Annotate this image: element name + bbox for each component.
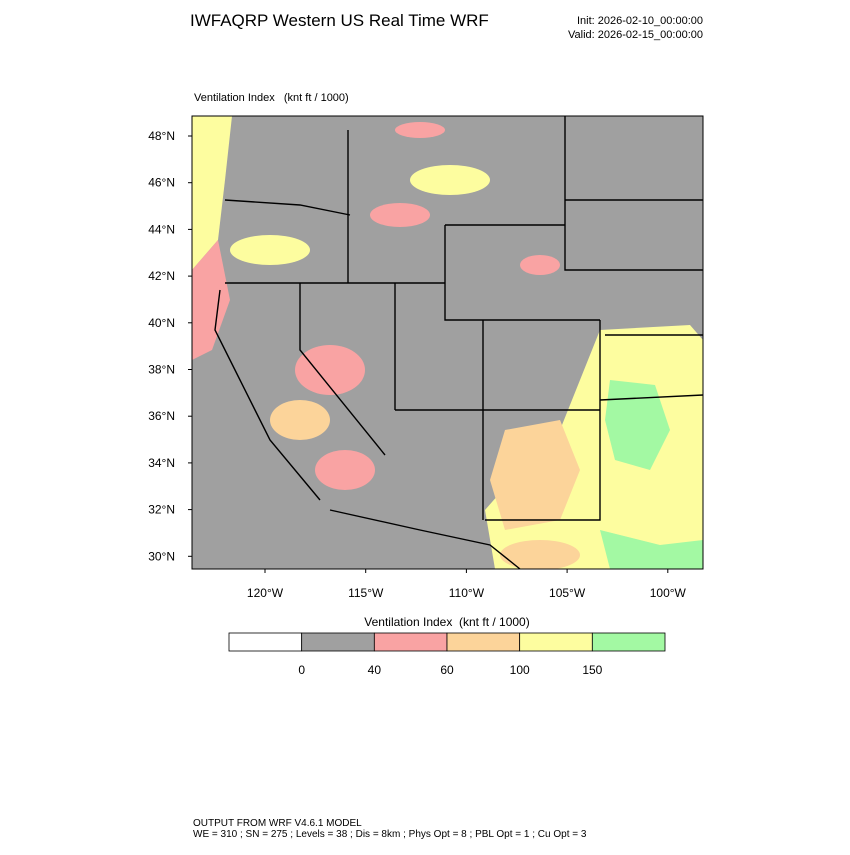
lat-label: 44°N bbox=[148, 222, 175, 236]
lon-label: 120°W bbox=[247, 586, 284, 600]
lat-label: 42°N bbox=[148, 269, 175, 283]
colorbar-tick-label: 40 bbox=[368, 663, 382, 677]
lon-labels: 120°W 115°W 110°W 105°W 100°W bbox=[247, 569, 687, 600]
lat-label: 32°N bbox=[148, 503, 175, 517]
colorbar-tick-label: 150 bbox=[582, 663, 602, 677]
colorbar-tick-label: 0 bbox=[298, 663, 305, 677]
map bbox=[191, 115, 704, 570]
lon-label: 115°W bbox=[348, 586, 384, 600]
lat-label: 48°N bbox=[148, 129, 175, 143]
title: IWFAQRP Western US Real Time WRF bbox=[190, 11, 489, 30]
lat-label: 36°N bbox=[148, 409, 175, 423]
init-time: Init: 2026-02-10_00:00:00 bbox=[577, 15, 703, 27]
colorbar-box bbox=[373, 632, 448, 652]
colorbar-box bbox=[301, 632, 375, 652]
colorbar-box bbox=[591, 632, 666, 652]
lat-labels: 48°N 46°N 44°N 42°N 40°N 38°N 36°N 34°N 32°N 30°N bbox=[148, 129, 192, 563]
colorbar-title: Ventilation Index (knt ft / 1000) bbox=[364, 615, 529, 629]
colorbar-box bbox=[519, 632, 593, 652]
lat-label: 38°N bbox=[148, 363, 175, 377]
map-label: Ventilation Index (knt ft / 1000) bbox=[194, 92, 349, 104]
lon-label: 110°W bbox=[449, 586, 485, 600]
colorbar-box bbox=[446, 632, 521, 652]
lat-label: 40°N bbox=[148, 316, 175, 330]
footer-line: OUTPUT FROM WRF V4.6.1 MODEL bbox=[193, 818, 362, 829]
colorbar-tick-label: 100 bbox=[510, 663, 530, 677]
footer-line: WE = 310 ; SN = 275 ; Levels = 38 ; Dis … bbox=[193, 829, 587, 840]
lon-label: 105°W bbox=[549, 586, 586, 600]
lat-label: 34°N bbox=[148, 456, 175, 470]
colorbar: 0 40 60 100 150 bbox=[228, 632, 666, 677]
colorbar-box bbox=[228, 632, 303, 652]
lon-label: 100°W bbox=[650, 586, 687, 600]
lat-label: 30°N bbox=[148, 549, 175, 563]
colorbar-tick-label: 60 bbox=[440, 663, 454, 677]
lat-label: 46°N bbox=[148, 176, 175, 190]
valid-time: Valid: 2026-02-15_00:00:00 bbox=[568, 29, 703, 41]
